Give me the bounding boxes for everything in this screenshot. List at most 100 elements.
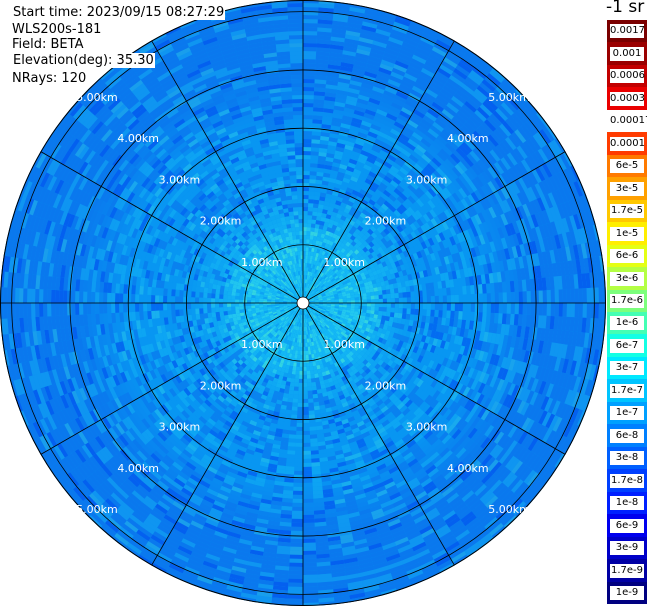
field-cell xyxy=(307,275,311,280)
field-cell xyxy=(296,283,299,288)
field-cell xyxy=(320,284,325,288)
field-cell xyxy=(292,366,297,371)
field-cell xyxy=(292,306,296,309)
field-cell xyxy=(438,310,443,318)
field-cell xyxy=(295,283,299,289)
field-cell xyxy=(410,297,415,303)
field-cell xyxy=(281,311,286,314)
field-cell xyxy=(300,318,303,323)
field-cell xyxy=(303,175,310,180)
field-cell xyxy=(287,446,296,451)
field-cell xyxy=(295,293,299,297)
field-cell xyxy=(305,322,307,327)
field-cell xyxy=(310,276,314,281)
field-cell xyxy=(309,307,313,311)
field-cell xyxy=(159,287,164,296)
field-cell xyxy=(179,303,184,310)
field-cell xyxy=(313,288,318,292)
field-cell xyxy=(294,294,298,298)
field-cell xyxy=(306,370,311,375)
field-cell xyxy=(313,323,317,328)
field-cell xyxy=(287,301,292,303)
field-cell xyxy=(307,293,311,297)
field-cell xyxy=(312,211,318,217)
field-cell xyxy=(293,308,298,312)
field-cell xyxy=(406,308,411,315)
field-cell xyxy=(295,446,303,451)
field-cell xyxy=(294,378,300,383)
field-cell xyxy=(303,450,311,455)
field-cell xyxy=(382,298,387,303)
field-cell xyxy=(287,207,294,213)
field-cell xyxy=(306,362,310,367)
field-cell xyxy=(211,298,216,303)
field-cell xyxy=(298,378,303,383)
field-cell xyxy=(310,223,316,228)
field-cell xyxy=(322,316,327,320)
field-cell xyxy=(203,313,209,319)
field-cell xyxy=(306,378,312,383)
field-cell xyxy=(305,287,308,292)
field-cell xyxy=(286,322,290,327)
field-cell xyxy=(430,303,435,310)
field-cell xyxy=(446,310,451,319)
field-cell xyxy=(292,307,297,311)
field-cell xyxy=(296,414,303,419)
field-cell xyxy=(291,305,296,308)
field-cell xyxy=(215,307,220,313)
field-cell xyxy=(283,314,288,319)
field-cell xyxy=(287,323,291,328)
field-cell xyxy=(308,308,312,312)
field-cell xyxy=(298,318,301,323)
field-cell xyxy=(310,374,315,379)
field-cell xyxy=(286,223,292,229)
field-cell xyxy=(292,203,298,208)
field-cell xyxy=(394,297,399,303)
field-cell xyxy=(321,310,326,313)
field-cell xyxy=(319,289,324,293)
field-cell xyxy=(434,303,439,311)
field-cell xyxy=(292,295,297,299)
field-cell xyxy=(299,279,301,284)
field-cell xyxy=(300,287,302,292)
field-cell xyxy=(303,187,310,192)
field-cell xyxy=(282,288,287,293)
field-cell xyxy=(247,300,252,303)
field-cell xyxy=(299,310,302,315)
field-cell xyxy=(288,389,294,395)
field-cell xyxy=(324,312,329,316)
field-cell xyxy=(293,307,297,311)
field-cell xyxy=(386,303,391,308)
field-cell xyxy=(306,283,309,288)
field-cell xyxy=(297,402,303,407)
field-cell xyxy=(291,191,298,196)
field-cell xyxy=(305,354,309,359)
field-cell xyxy=(231,295,236,300)
field-cell xyxy=(276,310,281,314)
field-cell xyxy=(290,414,298,419)
field-cell xyxy=(322,286,327,290)
field-cell xyxy=(382,311,387,317)
field-cell xyxy=(342,298,347,301)
field-cell xyxy=(310,231,315,236)
field-cell xyxy=(458,303,463,312)
field-cell xyxy=(303,235,307,240)
field-cell xyxy=(175,289,180,297)
field-cell xyxy=(303,143,312,148)
field-cell xyxy=(299,366,303,371)
field-cell xyxy=(303,223,308,228)
field-cell xyxy=(311,281,314,286)
field-cell xyxy=(287,203,293,209)
field-cell xyxy=(289,309,294,313)
field-cell xyxy=(311,276,315,282)
field-cell xyxy=(286,143,295,148)
field-cell xyxy=(296,175,303,180)
field-cell xyxy=(286,195,293,201)
field-cell xyxy=(313,401,320,407)
field-cell xyxy=(296,288,299,293)
field-cell xyxy=(313,307,318,310)
field-cell xyxy=(299,239,303,244)
field-cell xyxy=(317,309,322,313)
field-cell xyxy=(362,292,367,297)
field-cell xyxy=(295,374,300,379)
